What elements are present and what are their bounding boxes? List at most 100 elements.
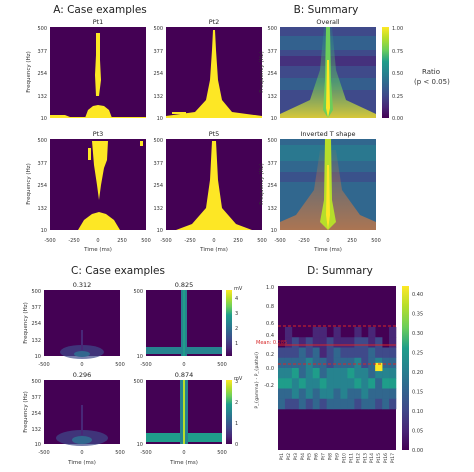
- panel-b-colorbar: 1.00 0.75 0.50 0.25 0.00 Ratio (p < 0.05…: [382, 26, 450, 122]
- heatmap-cell: [319, 357, 327, 369]
- heatmap-cell: [319, 347, 327, 359]
- colorbar-tick: 0.25: [412, 350, 423, 356]
- heatmap-cell: [382, 398, 390, 410]
- tick-label: 500: [141, 238, 151, 244]
- y-ticks-a-bot: 500 377 254 132 10: [37, 138, 47, 234]
- heatmap-cell: [375, 388, 383, 400]
- heatmap-cell: [375, 347, 383, 359]
- heatmap-cell: [326, 378, 334, 389]
- heatmap-cell: [361, 357, 369, 369]
- panel-c-colorbar-1: mV 4 3 2 1: [226, 286, 243, 356]
- heatmap-cell: [284, 398, 293, 410]
- heatmap-cell: [361, 398, 369, 410]
- heatmap-cell: [298, 368, 307, 379]
- colorbar-label: Ratio: [422, 68, 440, 76]
- heatmap-cell: [298, 347, 307, 359]
- heatmap-streak: [183, 380, 185, 444]
- heatmap-cell: [333, 378, 341, 389]
- colorbar-tick: 0: [235, 442, 238, 448]
- panel-a-title: A: Case examples: [53, 4, 147, 16]
- heatmap-cell: [333, 327, 341, 338]
- tick-label: 377: [267, 161, 277, 167]
- y-ticks-a-top2: 500 377 254 132 10: [153, 26, 163, 122]
- tick-label: 254: [153, 183, 163, 189]
- tick-label: 254: [267, 183, 277, 189]
- heatmap-cell: [382, 388, 390, 400]
- subplot-title: Overall: [316, 18, 339, 26]
- heatmap-cell: [389, 368, 397, 379]
- colorbar-tick: 0.00: [412, 448, 423, 454]
- heatmap-cell: [319, 388, 327, 400]
- panel-a-pt1: Pt1: [50, 18, 146, 118]
- tick-label: 377: [153, 161, 163, 167]
- heatmap-cell: [291, 337, 300, 348]
- tick-label: -500: [38, 450, 49, 456]
- heatmap-cell: [347, 337, 355, 348]
- heatmap-cell: [368, 368, 376, 379]
- x-tick-label: Pt5: [307, 453, 313, 460]
- tick-label: 132: [267, 94, 277, 100]
- heatmap-cell: [305, 337, 314, 348]
- heatmap-cell: [284, 347, 293, 359]
- heatmap-cell: [312, 388, 320, 400]
- tick-label: -0.2: [264, 383, 274, 389]
- tick-label: 10: [271, 116, 277, 122]
- tick-label: 132: [37, 206, 47, 212]
- x-axis-label: Time (ms): [313, 247, 342, 253]
- x-axis-label: Time (ms): [169, 460, 198, 466]
- y-axis-label: Frequency (Hz): [26, 163, 32, 204]
- heatmap-cell: [284, 368, 293, 379]
- heatmap-cell: [326, 337, 334, 348]
- heatmap-cell: [340, 398, 348, 410]
- x-tick-label: Pt16: [383, 453, 389, 463]
- heatmap-cell: [278, 368, 286, 379]
- heatmap-cell: [382, 347, 390, 359]
- heatmap-cell: [354, 398, 362, 410]
- heatmap-cell: [340, 378, 348, 389]
- panel-c-sub1: 0.312: [44, 281, 120, 359]
- tick-label: 0.4: [266, 333, 274, 339]
- heatmap-cell: [347, 357, 355, 369]
- tick-label: 377: [267, 49, 277, 55]
- tick-label: 0.2: [266, 352, 274, 358]
- tick-label: 500: [31, 289, 41, 295]
- heatmap-cell: [312, 357, 320, 369]
- heatmap-blob: [92, 141, 108, 200]
- tick-label: 500: [217, 362, 227, 368]
- tick-label: 132: [267, 206, 277, 212]
- heatmap-cell: [333, 347, 341, 359]
- tick-label: -500: [140, 362, 151, 368]
- x-tick-label: Pt12: [355, 453, 361, 463]
- colorbar-tick: 0.15: [412, 389, 423, 395]
- heatmap-cell: [354, 368, 362, 379]
- panel-c-colorbar-2: mV 3 2 1 0: [226, 376, 243, 448]
- panel-c-title: C: Case examples: [71, 265, 165, 277]
- heatmap-cell: [284, 388, 293, 400]
- tick-label: 254: [153, 71, 163, 77]
- tick-label: 254: [31, 411, 41, 417]
- heatmap-cell: [340, 368, 348, 379]
- x-tick-label: Pt15: [376, 453, 382, 463]
- tick-label: 377: [37, 49, 47, 55]
- tick-label: 0.8: [266, 304, 274, 310]
- heatmap-blob: [78, 212, 120, 230]
- panel-a-pt5: Pt5: [166, 130, 262, 230]
- colorbar-tick: 0.40: [412, 292, 423, 298]
- colorbar-tick: 0.50: [392, 71, 403, 77]
- heatmap-blob: [172, 112, 186, 114]
- panel-b-axes: 500 377 254 132 10 500 377 254 132 10 -5…: [259, 26, 381, 253]
- x-tick-label: Pt14: [369, 453, 375, 463]
- x-ticks-a-right: -500 -250 0 250 500: [160, 238, 266, 244]
- colorbar-label-sub: (p < 0.05): [414, 78, 450, 86]
- colorbar-tick: 0.35: [412, 311, 423, 317]
- heatmap-cell: [340, 347, 348, 359]
- colorbar-tick: 1: [235, 341, 238, 347]
- heatmap-cell: [312, 398, 320, 410]
- heatmap-cell: [368, 357, 376, 369]
- heatmap-core: [326, 165, 330, 230]
- heatmap-cell: [284, 327, 293, 338]
- heatmap-cell: [298, 337, 307, 348]
- heatmap-cell: [375, 398, 383, 410]
- heatmap-cell: [368, 337, 376, 348]
- heatmap-cell: [347, 347, 355, 359]
